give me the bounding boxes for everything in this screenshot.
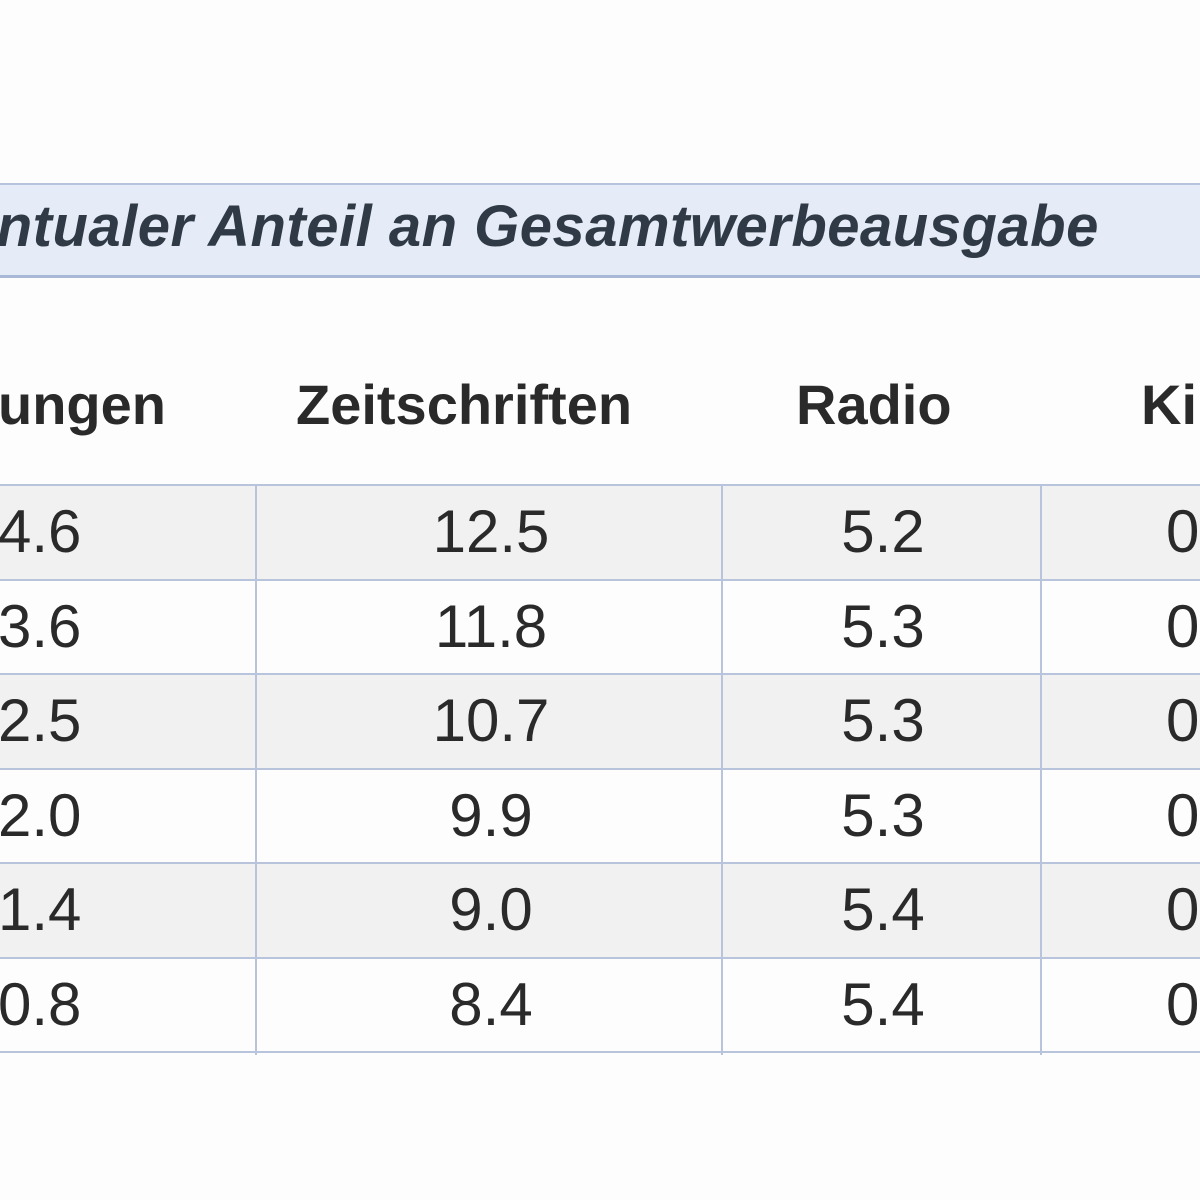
cell-radio: 5.4 [841,971,925,1038]
cell-kino: 0 [1166,593,1200,660]
cell-radio: 5.4 [841,876,925,943]
column-divider [1040,485,1042,1055]
cell-radio: 5.3 [841,687,925,754]
cell-kino: 0 [1166,782,1200,849]
column-header-radio: Radio [796,373,952,436]
row-divider [0,673,1200,675]
table-row: 1.4 9.0 5.4 0 [0,863,1200,957]
cell-zeitschriften: 10.7 [432,687,550,754]
cell-zeitungen: 1.4 [0,876,82,943]
cell-zeitschriften: 9.0 [449,876,533,943]
table-row: 4.6 12.5 5.2 0 [0,485,1200,579]
column-divider [255,485,257,1055]
cell-kino: 0 [1166,687,1200,754]
column-header-zeitungen: ungen [0,373,166,436]
row-divider [0,1051,1200,1053]
row-divider [0,957,1200,959]
column-header-zeitschriften: Zeitschriften [296,373,633,436]
row-divider [0,579,1200,581]
table-row: 3.6 11.8 5.3 0 [0,580,1200,674]
table-row: 0.8 8.4 5.4 0 [0,958,1200,1052]
row-divider [0,768,1200,770]
cell-zeitungen: 3.6 [0,593,82,660]
cell-zeitungen: 0.8 [0,971,82,1038]
cell-zeitungen: 2.5 [0,687,82,754]
cell-zeitungen: 2.0 [0,782,82,849]
cell-zeitschriften: 9.9 [449,782,533,849]
cell-radio: 5.2 [841,498,925,565]
column-divider [721,485,723,1055]
cell-radio: 5.3 [841,593,925,660]
cell-kino: 0 [1166,498,1200,565]
cell-radio: 5.3 [841,782,925,849]
table-title: entualer Anteil an Gesamtwerbeausgabe [0,194,1099,259]
row-divider [0,484,1200,486]
row-divider [0,862,1200,864]
table-row: 2.0 9.9 5.3 0 [0,769,1200,863]
cell-kino: 0 [1166,876,1200,943]
cell-zeitschriften: 11.8 [434,593,548,660]
cell-zeitschriften: 12.5 [432,498,550,565]
cell-zeitschriften: 8.4 [449,971,533,1038]
column-header-kino: Ki [1141,373,1197,436]
table-row: 2.5 10.7 5.3 0 [0,674,1200,768]
table-title-band: entualer Anteil an Gesamtwerbeausgabe [0,183,1200,278]
cell-zeitungen: 4.6 [0,498,82,565]
cell-kino: 0 [1166,971,1200,1038]
